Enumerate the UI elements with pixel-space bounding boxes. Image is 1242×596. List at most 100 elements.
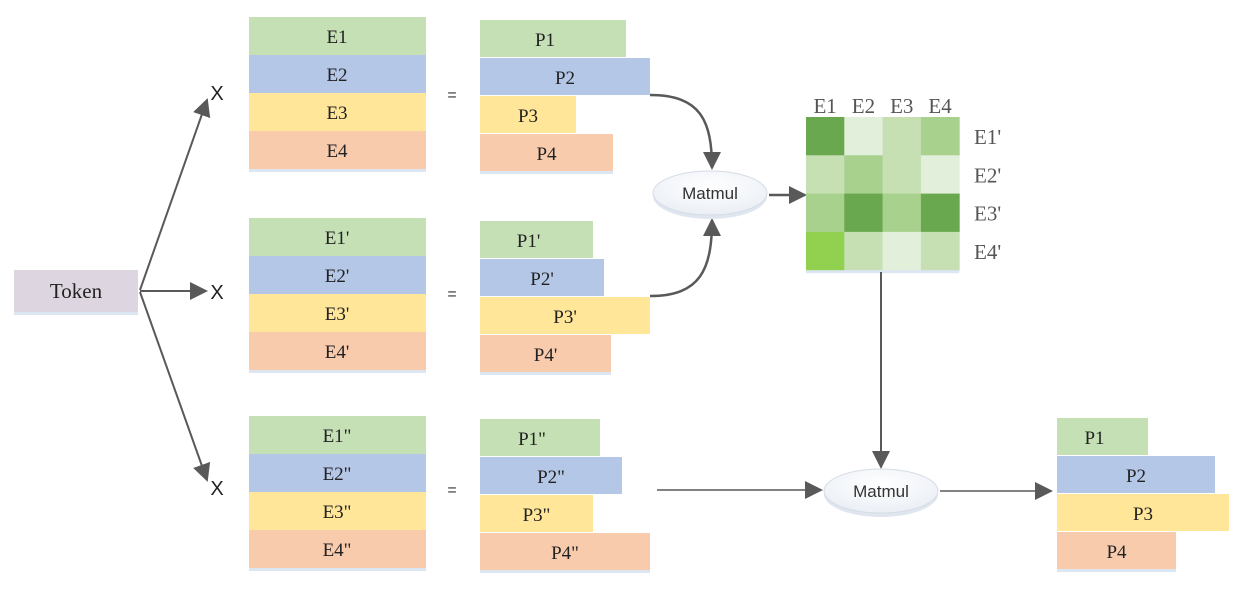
matrix-cell [806, 193, 845, 233]
matrix-cell [844, 117, 884, 156]
output-projections: P1 P2 P3 P4 [1057, 418, 1229, 572]
embedding-block [249, 332, 426, 370]
embedding-block [249, 530, 426, 568]
arrow-p3prime-to-matmul [649, 218, 721, 298]
embedding-label: E4' [325, 342, 350, 363]
output-projection-block [1057, 418, 1148, 455]
projection-block [480, 457, 622, 494]
embedding-label: E1' [325, 228, 350, 249]
embedding-shadow [249, 568, 426, 571]
output-projection-block [1057, 494, 1229, 531]
token-box [14, 270, 138, 312]
output-projection-block [1057, 532, 1176, 569]
projection-group-2: X = E1' E2' E3' E4' P1' P2' P3' P4' [210, 218, 650, 375]
multiply-sign: X [210, 83, 223, 105]
embedding-block [249, 55, 426, 93]
embedding-label: E3" [323, 502, 352, 523]
output-projection-label: P3 [1133, 504, 1153, 525]
projection-label: P3' [553, 307, 577, 328]
matmul-1-ellipse [652, 170, 768, 216]
matrix-shadow [806, 270, 960, 274]
embedding-label: E3' [325, 304, 350, 325]
projection-block [480, 495, 593, 532]
matrix-cell [806, 155, 845, 195]
multiply-sign: X [210, 478, 223, 500]
embedding-block [249, 17, 426, 55]
equals-sign: = [447, 286, 456, 303]
projection-block [480, 259, 604, 296]
embedding-block [249, 131, 426, 169]
output-projection-block [1057, 456, 1215, 493]
projection-label: P1" [518, 429, 546, 450]
matrix-row-label: E4' [974, 240, 1001, 264]
projection-block [480, 419, 600, 456]
embedding-label: E2' [325, 266, 350, 287]
output-projection-label: P2 [1126, 466, 1146, 487]
arrow-p2-to-matmul [649, 93, 721, 170]
matrix-column-label: E2 [852, 94, 875, 118]
projection-label: P2' [530, 269, 554, 290]
projection-label: P2" [537, 467, 565, 488]
embedding-label: E4 [326, 141, 348, 162]
projection-label: P3" [523, 505, 551, 526]
attention-matrix: E1 E2 E3 E4 E1' E2' E3' E4' [806, 94, 1001, 274]
embedding-block [249, 256, 426, 294]
matrix-cell [920, 231, 960, 271]
projection-block [480, 335, 611, 372]
projection-block [480, 221, 593, 258]
projection-block [480, 58, 650, 95]
projection-label: P4' [534, 345, 558, 366]
embedding-label: E3 [326, 103, 347, 124]
matrix-cell [882, 231, 922, 271]
matrix-cell [844, 193, 884, 233]
matmul-node-1: Matmul [652, 170, 768, 219]
matrix-cell [806, 231, 845, 271]
projection-label: P3 [518, 106, 538, 127]
projection-label: P2 [555, 68, 575, 89]
embedding-block [249, 492, 426, 530]
embedding-label: E2" [323, 464, 352, 485]
multiply-sign: X [210, 282, 223, 304]
arrow-token-to-group3 [139, 291, 211, 482]
embedding-label: E1 [326, 27, 347, 48]
matrix-column-label: E4 [928, 94, 952, 118]
projection-label: P1 [535, 30, 555, 51]
equals-sign: = [447, 87, 456, 104]
token-node: Token [14, 270, 138, 315]
projection-block [480, 533, 650, 570]
embedding-label: E4" [323, 540, 352, 561]
equals-sign: = [447, 482, 456, 499]
matmul-2-ellipse [823, 468, 939, 514]
matrix-row-label: E2' [974, 163, 1001, 187]
matrix-row-label: E3' [974, 202, 1001, 226]
token-shadow [14, 312, 138, 315]
matrix-cell [920, 155, 960, 195]
projection-label: P4" [551, 543, 579, 564]
matrix-cell [882, 117, 922, 156]
embedding-shadow [249, 370, 426, 373]
projection-block [480, 134, 613, 171]
embedding-label: E2 [326, 65, 347, 86]
projection-shadow [480, 570, 650, 573]
matrix-cell [844, 231, 884, 271]
matmul-2-label: Matmul [853, 482, 909, 501]
projection-shadow [480, 171, 613, 174]
matrix-row-label: E1' [974, 125, 1001, 149]
output-projection-label: P4 [1106, 542, 1127, 563]
matrix-cell [806, 117, 845, 156]
projection-label: P1' [517, 231, 541, 252]
embedding-shadow [249, 169, 426, 172]
embedding-label: E1" [323, 426, 352, 447]
matrix-column-label: E1 [813, 94, 836, 118]
embedding-block [249, 454, 426, 492]
projection-block [480, 297, 650, 334]
matmul-node-2: Matmul [823, 468, 939, 517]
matrix-cell [920, 193, 960, 233]
matrix-cell [920, 117, 960, 156]
projection-shadow [480, 372, 611, 375]
matmul-1-label: Matmul [682, 184, 738, 203]
matrix-cell [882, 193, 922, 233]
